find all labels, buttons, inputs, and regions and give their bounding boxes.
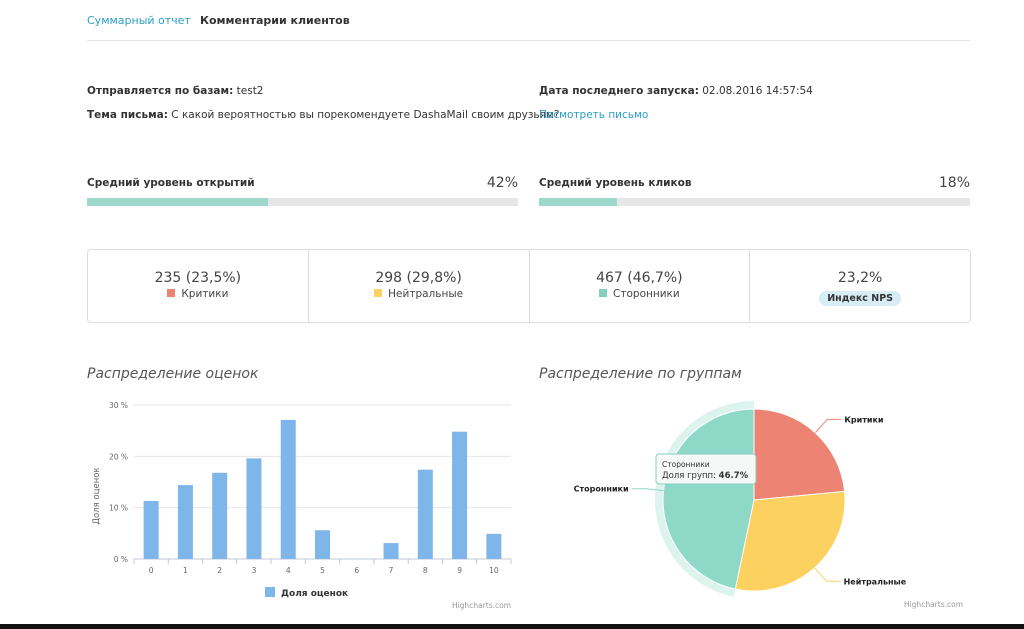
stat-neutrals-value: 298 (29,8%) [375, 270, 462, 286]
bar-y-tick-label: 30 % [109, 401, 128, 410]
pie-slice-label: Критики [844, 415, 883, 424]
bar-y-tick-label: 0 % [114, 555, 128, 564]
stat-critics: 235 (23,5%) Критики [88, 250, 309, 322]
bases-row: Отправляется по базам: test2 [87, 85, 264, 97]
bar-chart-credit[interactable]: Highcharts.com [452, 601, 511, 610]
stat-neutrals: 298 (29,8%) Нейтральные [309, 250, 530, 322]
score-distribution-chart: Доля оценок Доля оценок Highcharts.com 0… [92, 401, 512, 610]
bar-x-tick-label: 7 [389, 566, 394, 575]
pie-slice-label: Нейтральные [844, 577, 907, 586]
bar-x-tick-label: 10 [489, 566, 499, 575]
bar-x-tick-label: 9 [457, 566, 462, 575]
stat-critics-value: 235 (23,5%) [154, 270, 242, 286]
last-run-value: 02.08.2016 14:57:54 [702, 85, 813, 97]
stat-nps-value: 23,2% [837, 270, 883, 286]
stat-nps: 23,2% Индекс NPS [750, 250, 970, 322]
tooltip-label: Доля групп: [662, 471, 716, 481]
bar-x-tick-label: 8 [423, 566, 428, 575]
bar-x-tick-label: 3 [252, 566, 257, 575]
bar-column [143, 500, 159, 559]
pie-slice [662, 408, 755, 590]
bar-x-tick-label: 0 [149, 566, 154, 575]
bar-column [383, 543, 399, 559]
pie-chart-credit[interactable]: Highcharts.com [904, 600, 963, 609]
bar-x-tick-label: 2 [217, 566, 222, 575]
bar-y-axis-title: Доля оценок [92, 467, 102, 524]
pie-tooltip: Сторонники Доля групп: 46.7% [655, 453, 757, 485]
tooltip-series-name: Сторонники [662, 460, 710, 469]
stat-promoters-value: 467 (46,7%) [596, 270, 683, 286]
bar-column [280, 419, 296, 559]
opens-progress-fill [87, 198, 269, 206]
tooltip-value: 46.7% [719, 471, 749, 481]
subject-value: С какой вероятностью вы порекомендуете D… [171, 109, 560, 121]
bar-column [452, 431, 468, 559]
bar-column [246, 458, 262, 559]
subject-row: Тема письма: С какой вероятностью вы пор… [87, 109, 559, 121]
pie-connector [814, 567, 841, 582]
clicks-progress-fill [539, 198, 617, 206]
tab-summary-report[interactable]: Суммарный отчет [87, 14, 191, 27]
tab-client-comments[interactable]: Комментарии клиентов [200, 14, 350, 27]
bases-label: Отправляется по базам: [87, 85, 234, 97]
view-letter-link[interactable]: Посмотреть письмо [539, 109, 649, 121]
promoters-color-square [599, 289, 608, 297]
opens-percent: 42% [486, 175, 518, 191]
bar-column [486, 533, 502, 559]
clicks-label: Средний уровень кликов [539, 177, 692, 189]
clicks-progress-bar [539, 198, 970, 206]
stat-neutrals-label: Нейтральные [388, 288, 464, 300]
bar-x-tick-label: 4 [286, 566, 291, 575]
bar-x-tick-label: 5 [320, 566, 325, 575]
nps-badge: Индекс NPS [819, 291, 902, 306]
bar-column [177, 485, 193, 559]
bar-column [417, 469, 433, 559]
pie-slice-label: Сторонники [574, 485, 629, 494]
bar-x-tick-label: 6 [354, 566, 359, 575]
critics-color-square [167, 289, 176, 297]
bar-y-tick-label: 20 % [109, 452, 128, 461]
clicks-percent: 18% [938, 175, 970, 191]
last-run-label: Дата последнего запуска: [539, 85, 699, 97]
group-distribution-chart: Highcharts.com Критики Нейтральные Сторонн… [574, 401, 963, 609]
opens-label: Средний уровень открытий [87, 177, 255, 189]
stat-promoters: 467 (46,7%) Сторонники [530, 250, 751, 322]
stat-promoters-label: Сторонники [613, 288, 680, 300]
neutrals-color-square [374, 289, 383, 297]
bar-legend-label[interactable]: Доля оценок [281, 589, 348, 599]
svg-text:Доля групп: 46.7%: Доля групп: 46.7% [662, 471, 749, 481]
bar-column [212, 472, 228, 559]
pie-chart-title: Распределение по группам [539, 366, 742, 382]
last-run-row: Дата последнего запуска: 02.08.2016 14:5… [539, 85, 813, 97]
opens-progress-bar [87, 198, 518, 206]
stats-panel: 235 (23,5%) Критики 298 (29,8%) Нейтраль… [87, 249, 971, 323]
pie-slice [734, 490, 846, 592]
bar-legend-swatch [265, 587, 275, 597]
pie-slice [753, 408, 846, 501]
bar-x-tick-label: 1 [183, 566, 188, 575]
pie-connector [814, 418, 842, 434]
bar-chart-title: Распределение оценок [87, 366, 259, 382]
stat-critics-label: Критики [181, 288, 229, 300]
bar-y-tick-label: 10 % [109, 504, 128, 513]
subject-label: Тема письма: [87, 109, 168, 121]
report-tabs: Суммарный отчет Комментарии клиентов [87, 0, 970, 41]
bottom-strip [0, 624, 1024, 629]
pie-connector [631, 488, 664, 492]
bar-column [315, 530, 330, 559]
bases-value: test2 [236, 85, 264, 97]
